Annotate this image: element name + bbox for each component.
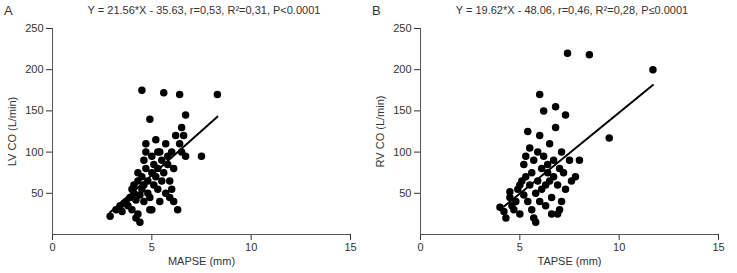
- svg-text:0: 0: [417, 241, 423, 253]
- svg-text:RV CO (L/min): RV CO (L/min): [374, 96, 386, 168]
- svg-text:0: 0: [49, 241, 55, 253]
- svg-text:5: 5: [517, 241, 523, 253]
- svg-text:100: 100: [25, 146, 43, 158]
- html-text:A: A: [4, 3, 13, 18]
- svg-text:50: 50: [31, 187, 43, 199]
- svg-text:LV CO (L/min): LV CO (L/min): [6, 97, 18, 166]
- svg-text:10: 10: [245, 241, 257, 253]
- html-text:Y = 21.56*X - 35.63, r=0,53, R: Y = 21.56*X - 35.63, r=0,53, R²=0,31, P<…: [87, 4, 321, 16]
- svg-text:10: 10: [613, 241, 625, 253]
- svg-text:MAPSE (mm): MAPSE (mm): [168, 255, 235, 267]
- svg-text:150: 150: [25, 104, 43, 116]
- svg-text:TAPSE (mm): TAPSE (mm): [538, 255, 602, 267]
- svg-text:50: 50: [399, 187, 411, 199]
- svg-text:5: 5: [149, 241, 155, 253]
- html-text:Y = 19.62*X - 48.06, r=0,46, R: Y = 19.62*X - 48.06, r=0,46, R²=0,28, P≤…: [455, 4, 689, 16]
- svg-text:100: 100: [393, 146, 411, 158]
- svg-text:200: 200: [25, 63, 43, 75]
- svg-text:150: 150: [393, 104, 411, 116]
- svg-text:250: 250: [25, 22, 43, 34]
- svg-text:15: 15: [344, 241, 356, 253]
- svg-text:15: 15: [712, 241, 724, 253]
- html-text:B: B: [372, 3, 381, 18]
- svg-text:250: 250: [393, 22, 411, 34]
- svg-text:200: 200: [393, 63, 411, 75]
